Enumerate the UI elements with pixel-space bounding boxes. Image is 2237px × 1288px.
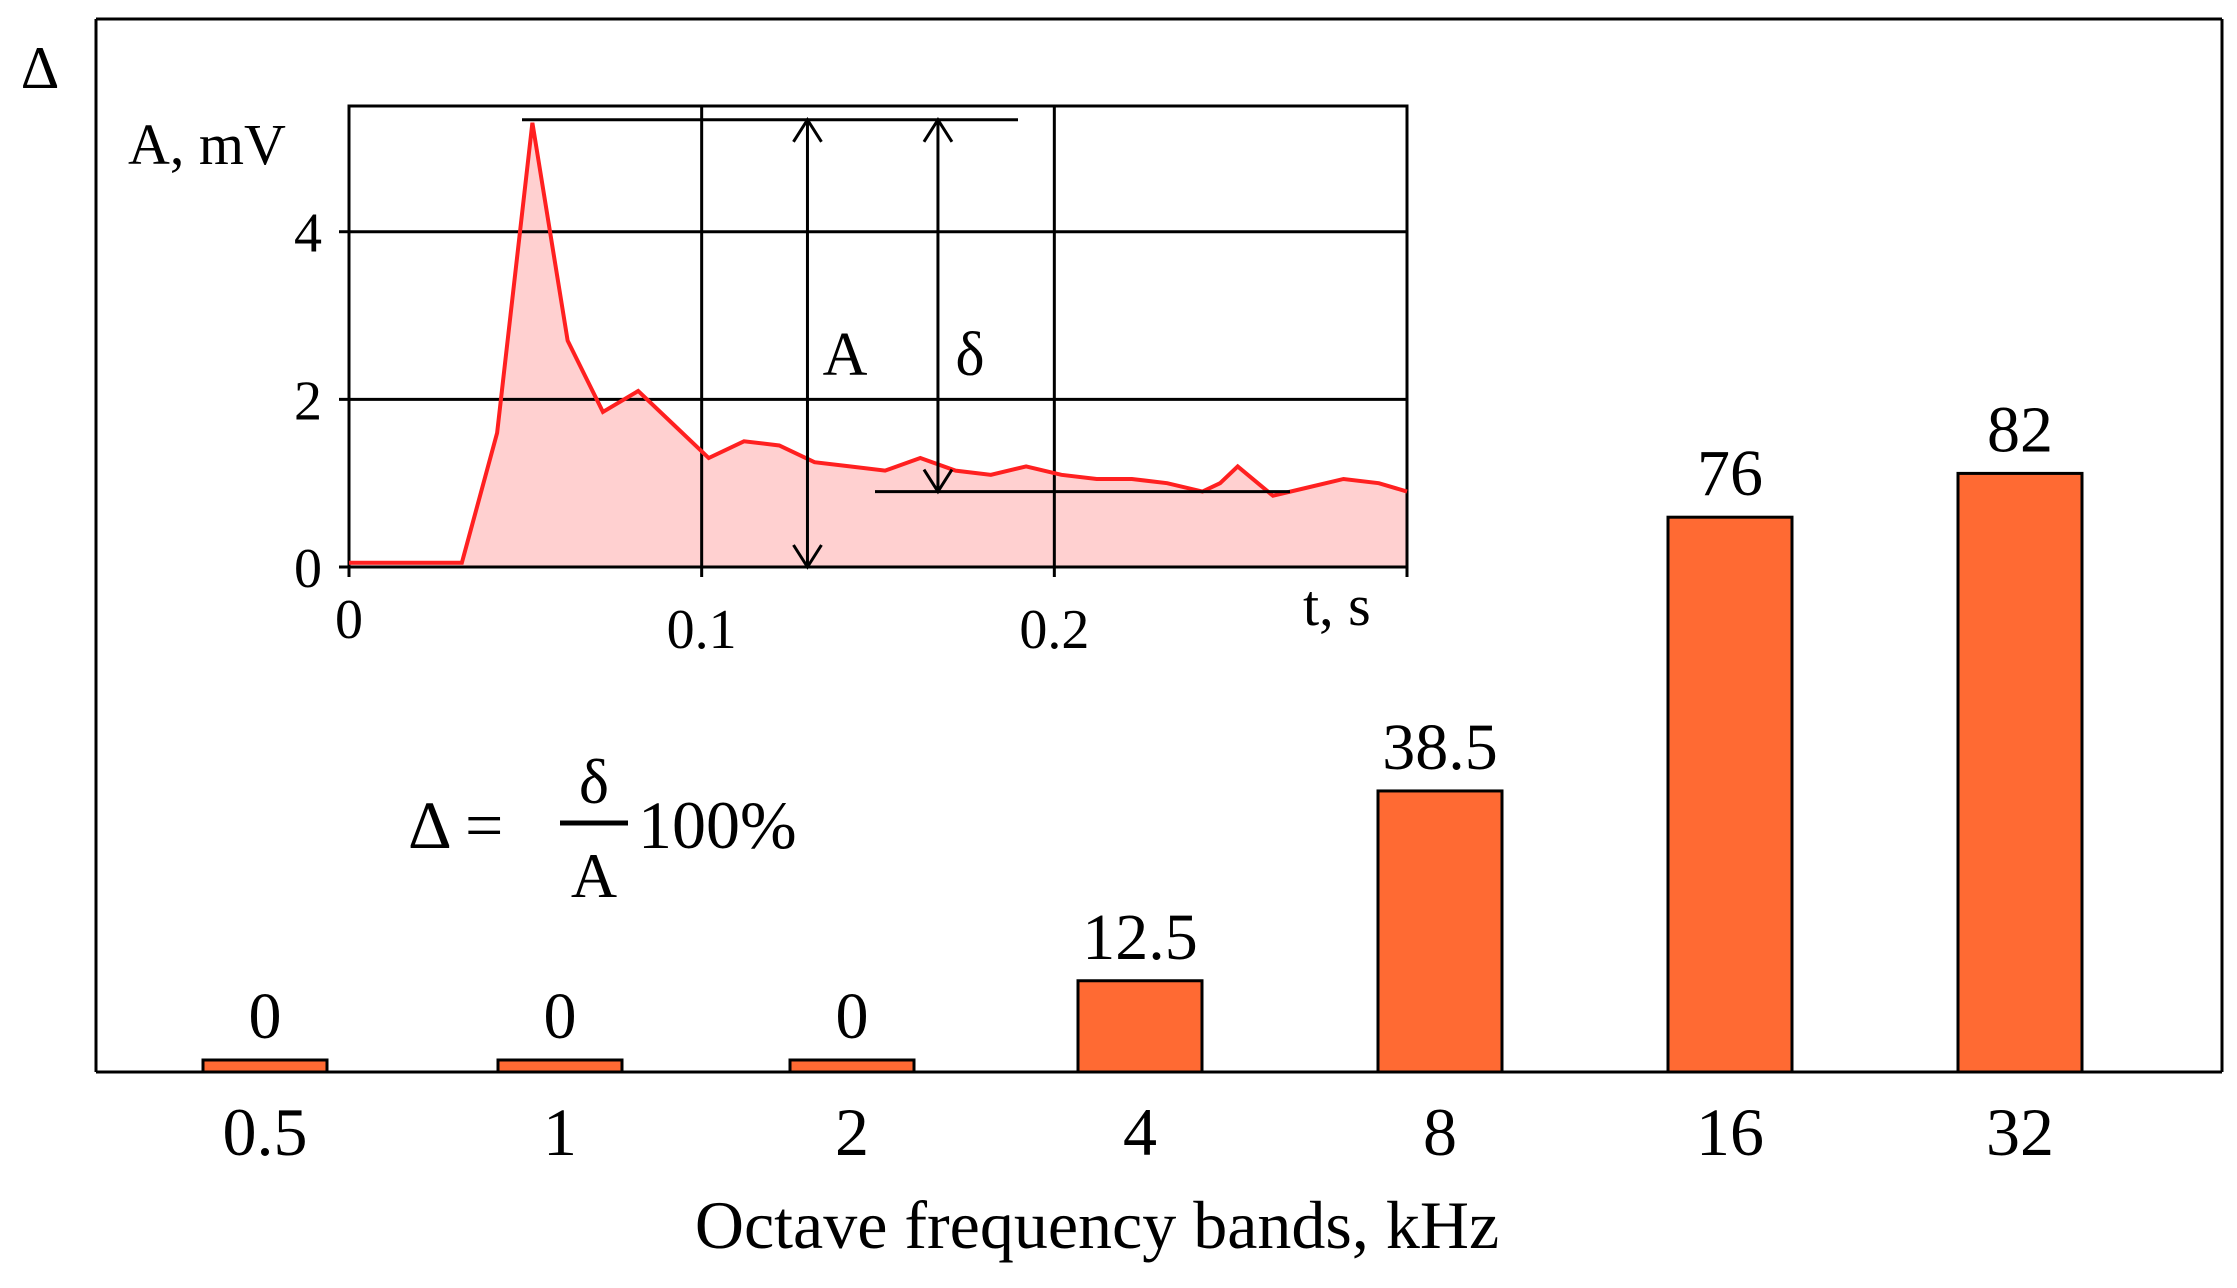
formula-denominator: A — [571, 840, 617, 911]
delta-arrow-head-bottom — [922, 468, 954, 495]
A-annotation-label: A — [823, 321, 868, 389]
bar-4 — [1076, 979, 1204, 1074]
x-axis-label: Octave frequency bands, kHz — [695, 1187, 1499, 1263]
inset-x-axis-label: t, s — [1303, 573, 1371, 638]
delta-annotation-label: δ — [955, 321, 984, 389]
data-label-32: 82 — [1987, 393, 2053, 466]
formula-suffix: 100% — [638, 787, 797, 863]
inset-y-tick-labels: 0 2 4 — [294, 203, 322, 600]
inset-area-fill — [349, 122, 1407, 567]
category-label-1: 1 — [543, 1094, 577, 1170]
data-label-4: 12.5 — [1082, 901, 1198, 974]
category-label-16: 16 — [1696, 1094, 1764, 1170]
formula-lhs: Δ = — [408, 787, 503, 863]
inset-grid — [339, 104, 1409, 577]
data-label-16: 76 — [1697, 437, 1763, 510]
inset-x-tick-0.2: 0.2 — [1019, 599, 1089, 661]
category-tick-labels: 0.5 1 2 4 8 16 32 — [223, 1094, 2055, 1170]
data-label-2: 0 — [836, 980, 869, 1053]
category-label-0.5: 0.5 — [223, 1094, 308, 1170]
A-arrow-head-top — [792, 116, 823, 143]
inset-y-tick-2: 2 — [294, 370, 322, 432]
inset-y-tick-4: 4 — [294, 203, 322, 265]
inset-x-tick-0: 0 — [335, 589, 363, 651]
bar-16 — [1666, 515, 1794, 1074]
category-label-8: 8 — [1423, 1094, 1457, 1170]
formula: Δ = δ A 100% — [408, 746, 797, 911]
bar-8 — [1376, 789, 1504, 1074]
bar-2 — [788, 1058, 916, 1074]
category-label-32: 32 — [1986, 1094, 2054, 1170]
formula-numerator: δ — [579, 746, 609, 817]
y-axis-label: Δ — [21, 35, 60, 101]
category-label-4: 4 — [1123, 1094, 1157, 1170]
data-label-8: 38.5 — [1382, 711, 1498, 784]
bar-0.5 — [201, 1058, 329, 1074]
delta-arrow-head-top — [922, 116, 954, 143]
category-label-2: 2 — [835, 1094, 869, 1170]
data-label-1: 0 — [544, 980, 577, 1053]
inset-y-tick-0: 0 — [294, 538, 322, 600]
inset-y-axis-label: A, mV — [128, 112, 286, 177]
inset-x-tick-0.1: 0.1 — [667, 599, 737, 661]
inset-frame — [347, 104, 1409, 569]
bar-1 — [496, 1058, 624, 1074]
A-arrow-head-bottom — [792, 544, 823, 570]
data-label-0.5: 0 — [249, 980, 282, 1053]
inset-x-tick-labels: 0 0.1 0.2 — [335, 589, 1089, 661]
bar-series — [201, 471, 2084, 1074]
bar-32 — [1956, 471, 2084, 1074]
